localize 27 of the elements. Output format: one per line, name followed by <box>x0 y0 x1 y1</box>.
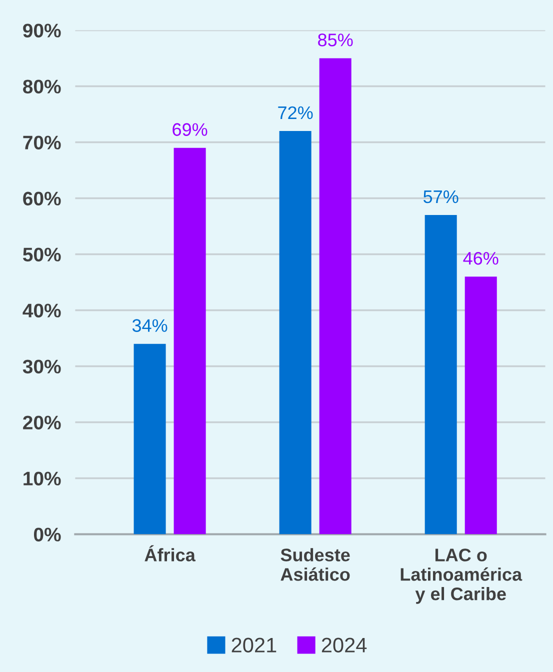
y-tick-label: 20% <box>23 416 61 430</box>
data-label: 46% <box>463 252 498 265</box>
data-label: 69% <box>172 123 208 136</box>
bar <box>174 148 206 534</box>
y-tick-label: 50% <box>23 248 61 262</box>
y-tick-label: 60% <box>23 192 61 206</box>
y-tick-label: 0% <box>34 528 61 542</box>
data-label: 57% <box>423 190 458 204</box>
bar <box>424 215 457 534</box>
y-tick-label: 10% <box>24 472 61 486</box>
x-tick-label: África <box>144 545 196 562</box>
y-tick-label: 90% <box>23 24 61 38</box>
legend-label: 2024 <box>322 638 367 652</box>
bar <box>319 58 352 534</box>
bar <box>464 276 497 534</box>
x-tick-label: Sudeste Asiático <box>280 548 350 581</box>
y-tick-label: 70% <box>23 136 61 150</box>
bar <box>134 344 166 534</box>
y-tick-label: 30% <box>22 360 61 374</box>
x-tick-label: LAC o Latinoamérica y el Caribe <box>400 548 522 604</box>
y-tick-label: 40% <box>22 304 61 318</box>
data-label: 34% <box>132 319 168 332</box>
legend-label: 2021 <box>232 638 276 652</box>
bar <box>279 131 312 534</box>
data-label: 72% <box>278 106 313 120</box>
y-tick-label: 80% <box>23 80 61 94</box>
data-label: 85% <box>318 34 353 46</box>
